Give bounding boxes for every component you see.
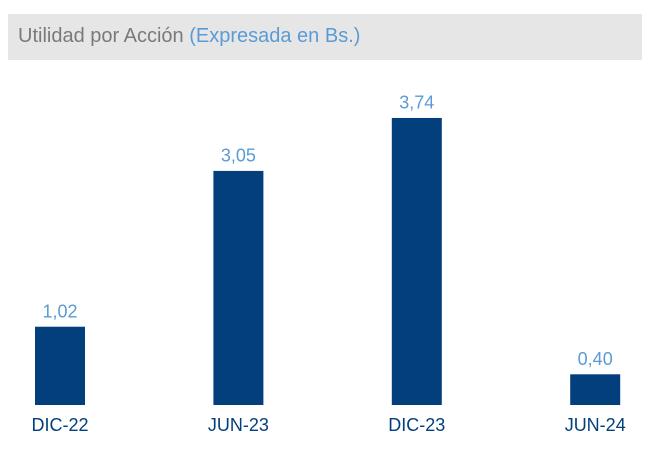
x-tick-label: JUN-24 [565, 415, 626, 435]
bar [570, 374, 621, 405]
bar [35, 326, 85, 405]
bar [213, 170, 264, 405]
chart-subtitle: (Expresada en Bs.) [189, 25, 360, 47]
value-label: 3,74 [399, 93, 434, 113]
bar [391, 117, 442, 405]
value-label: 0,40 [578, 349, 613, 369]
x-tick-label: DIC-23 [388, 415, 445, 435]
title-band [8, 14, 642, 60]
value-label: 1,02 [42, 301, 77, 321]
chart-heading: Utilidad por Acción (Expresada en Bs.) [18, 25, 360, 47]
chart-title: Utilidad por Acción [18, 25, 184, 47]
value-label: 3,05 [221, 146, 256, 166]
x-tick-label: DIC-22 [31, 415, 88, 435]
x-tick-label: JUN-23 [208, 415, 269, 435]
